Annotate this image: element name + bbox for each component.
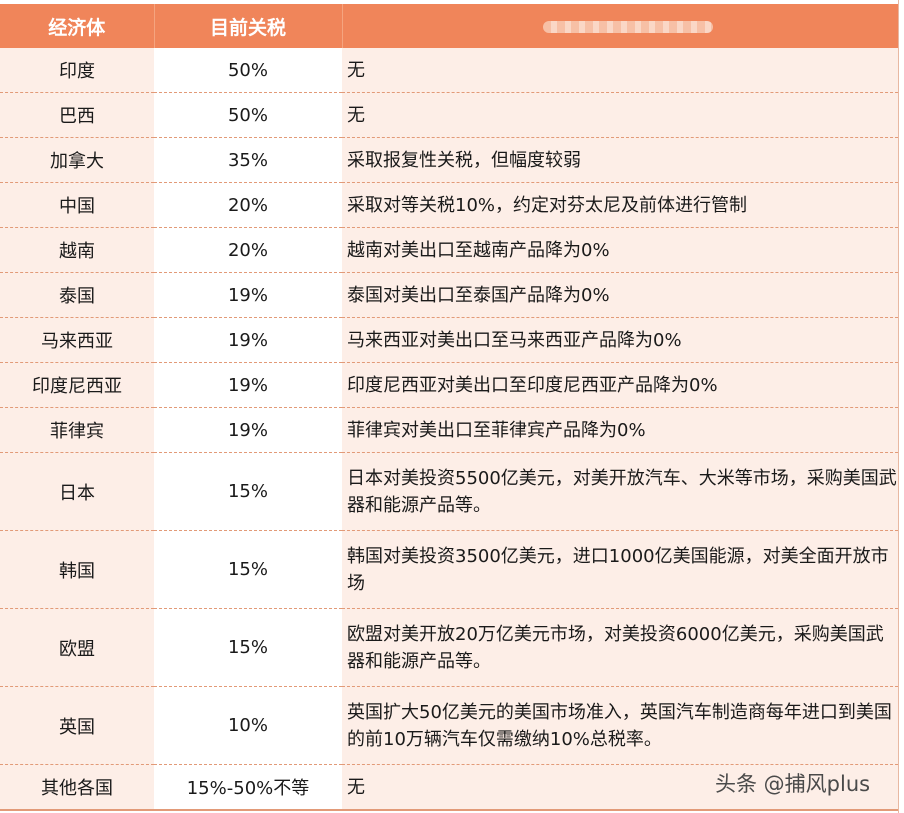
watermark: 头条 @捕风plus: [715, 772, 871, 796]
table-row: 英国 10% 英国扩大50亿美元的美国市场准入，英国汽车制造商每年进口到美国的前…: [0, 686, 898, 765]
tariff-cell: 15%: [154, 608, 342, 687]
economy-cell: 英国: [0, 686, 154, 765]
header-tariff: 目前关税: [154, 4, 343, 48]
tariff-cell: 19%: [154, 272, 342, 318]
table-row: 泰国 19% 泰国对美出口至泰国产品降为0%: [0, 272, 898, 318]
economy-cell: 越南: [0, 227, 154, 273]
table-row: 印度 50% 无: [0, 48, 898, 93]
tariff-cell: 10%: [154, 686, 342, 765]
tariff-cell: 50%: [154, 48, 342, 93]
note-cell: 无: [342, 92, 898, 138]
note-cell: 印度尼西亚对美出口至印度尼西亚产品降为0%: [342, 362, 898, 408]
header-row: 经济体 目前关税: [0, 4, 899, 48]
note-cell: 日本对美投资5500亿美元，对美开放汽车、大米等市场，采购美国武器和能源产品等。: [342, 452, 898, 531]
economy-cell: 韩国: [0, 530, 154, 609]
table-row: 中国 20% 采取对等关税10%，约定对芬太尼及前体进行管制: [0, 182, 898, 228]
note-cell: 泰国对美出口至泰国产品降为0%: [342, 272, 898, 318]
note-cell: 采取对等关税10%，约定对芬太尼及前体进行管制: [342, 182, 898, 228]
sheet-right-border: [898, 0, 899, 813]
tariff-cell: 15%: [154, 530, 342, 609]
header-economy: 经济体: [0, 4, 155, 48]
table-row: 越南 20% 越南对美出口至越南产品降为0%: [0, 227, 898, 273]
header-note: [342, 4, 899, 48]
note-cell: 英国扩大50亿美元的美国市场准入，英国汽车制造商每年进口到美国的前10万辆汽车仅…: [342, 686, 898, 765]
tariff-cell: 19%: [154, 362, 342, 408]
note-cell: 无: [342, 48, 898, 93]
economy-cell: 巴西: [0, 92, 154, 138]
table-row: 韩国 15% 韩国对美投资3500亿美元，进口1000亿美国能源，对美全面开放市…: [0, 530, 898, 609]
table-row: 巴西 50% 无: [0, 92, 898, 138]
tariff-cell: 20%: [154, 182, 342, 228]
tariff-table: 经济体 目前关税 印度 50% 无 巴西 50% 无 加拿大 35% 采取报复性…: [0, 4, 899, 811]
economy-cell: 欧盟: [0, 608, 154, 687]
tariff-cell: 19%: [154, 407, 342, 453]
economy-cell: 日本: [0, 452, 154, 531]
economy-cell: 其他各国: [0, 764, 154, 811]
table-row: 其他各国 15%-50%不等 无: [0, 764, 898, 811]
economy-cell: 印度: [0, 48, 154, 93]
note-cell: 采取报复性关税，但幅度较弱: [342, 137, 898, 183]
tariff-cell: 15%-50%不等: [154, 764, 342, 811]
note-cell: 韩国对美投资3500亿美元，进口1000亿美国能源，对美全面开放市场: [342, 530, 898, 609]
blurred-header-text: [542, 20, 713, 33]
economy-cell: 泰国: [0, 272, 154, 318]
economy-cell: 加拿大: [0, 137, 154, 183]
tariff-cell: 15%: [154, 452, 342, 531]
note-cell: 马来西亚对美出口至马来西亚产品降为0%: [342, 317, 898, 363]
table-row: 欧盟 15% 欧盟对美开放20万亿美元市场，对美投资6000亿美元，采购美国武器…: [0, 608, 898, 687]
note-cell: 越南对美出口至越南产品降为0%: [342, 227, 898, 273]
table-row: 加拿大 35% 采取报复性关税，但幅度较弱: [0, 137, 898, 183]
note-cell: 菲律宾对美出口至菲律宾产品降为0%: [342, 407, 898, 453]
economy-cell: 菲律宾: [0, 407, 154, 453]
tariff-cell: 20%: [154, 227, 342, 273]
economy-cell: 印度尼西亚: [0, 362, 154, 408]
note-cell: 无: [342, 764, 898, 811]
tariff-cell: 35%: [154, 137, 342, 183]
tariff-cell: 50%: [154, 92, 342, 138]
table-row: 印度尼西亚 19% 印度尼西亚对美出口至印度尼西亚产品降为0%: [0, 362, 898, 408]
table-row: 菲律宾 19% 菲律宾对美出口至菲律宾产品降为0%: [0, 407, 898, 453]
table-row: 日本 15% 日本对美投资5500亿美元，对美开放汽车、大米等市场，采购美国武器…: [0, 452, 898, 531]
economy-cell: 中国: [0, 182, 154, 228]
note-cell: 欧盟对美开放20万亿美元市场，对美投资6000亿美元，采购美国武器和能源产品等。: [342, 608, 898, 687]
economy-cell: 马来西亚: [0, 317, 154, 363]
table-row: 马来西亚 19% 马来西亚对美出口至马来西亚产品降为0%: [0, 317, 898, 363]
tariff-cell: 19%: [154, 317, 342, 363]
